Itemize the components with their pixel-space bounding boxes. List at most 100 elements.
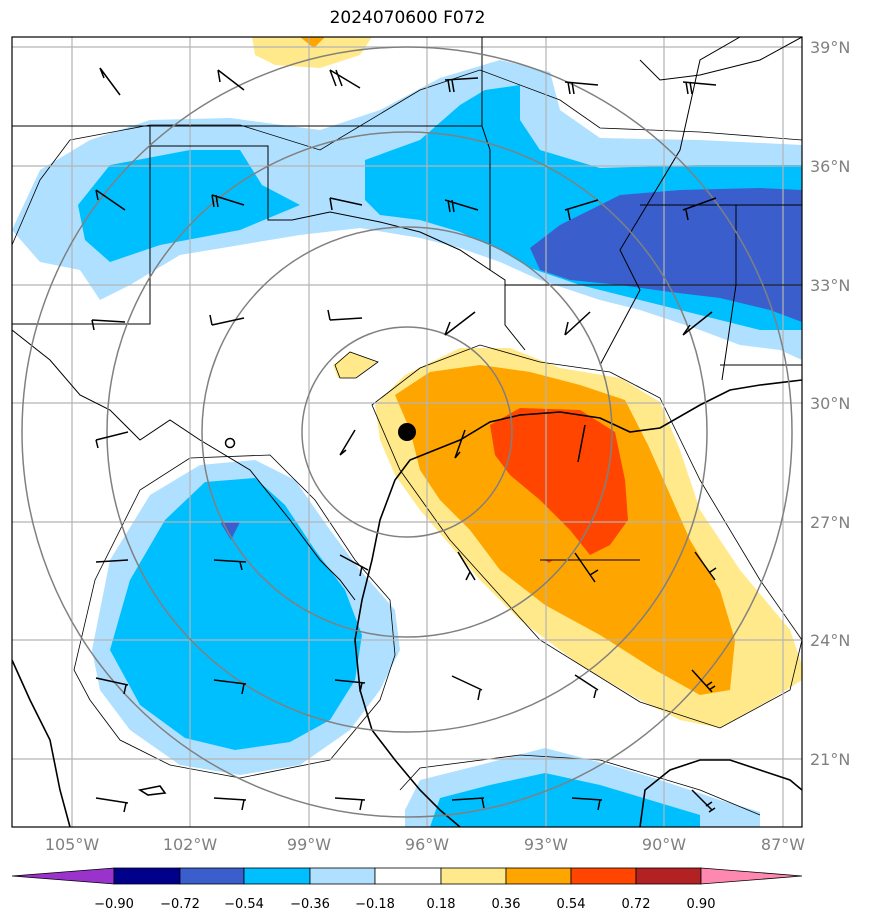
colorbar-extend-high [700, 867, 803, 885]
wind-barb [444, 311, 476, 336]
wind-barb [457, 551, 476, 581]
wind-barb [217, 69, 245, 91]
neg-anomaly-south-blue [430, 773, 700, 827]
wind-barb [682, 311, 713, 336]
lon-label: 87°W [761, 835, 805, 854]
pos-anomaly-light-north [252, 37, 372, 68]
pos-anomaly-small [333, 352, 377, 378]
colorbar-tick-label: 0.18 [427, 897, 456, 912]
pos-anomaly-red-speck [545, 560, 553, 563]
wind-barb [444, 199, 479, 213]
lon-label: 96°W [405, 835, 449, 854]
wind-barb [91, 319, 126, 331]
range-rings [21, 46, 793, 818]
colorbar-swatch [440, 867, 507, 885]
latitude-labels: 39°N 36°N 33°N 30°N 27°N 24°N 21°N [810, 38, 850, 769]
lon-label: 93°W [524, 835, 568, 854]
storm-center-dot [398, 423, 416, 441]
wind-barb [95, 431, 129, 449]
wind-barb [451, 797, 485, 809]
colorbar-tick-label: −0.90 [94, 897, 134, 912]
wind-barb [339, 554, 369, 577]
neg-anomaly-sw-blue [110, 478, 362, 750]
colorbar-tick-label: −0.72 [160, 897, 200, 912]
wind-barb [95, 677, 129, 695]
lat-label: 30°N [810, 394, 850, 413]
lon-label: 99°W [287, 835, 331, 854]
wind-barb [444, 77, 479, 93]
colorbar-swatch [635, 867, 702, 885]
wind-barb [329, 197, 363, 211]
lon-label: 102°W [163, 835, 218, 854]
wind-barb [691, 789, 716, 813]
wind-barb [327, 309, 363, 321]
wind-barb [694, 551, 717, 581]
lat-label: 33°N [810, 276, 850, 295]
wind-barb [339, 429, 356, 456]
wind-barb [574, 552, 599, 583]
wind-barb [95, 797, 129, 813]
city-marker-icon [224, 437, 236, 449]
wind-barb [95, 559, 129, 563]
colorbar-swatch [113, 867, 181, 885]
colorbar [11, 867, 803, 885]
wind-barb [564, 81, 599, 95]
wind-barb [451, 675, 483, 701]
contour-lines [12, 69, 802, 816]
lat-label: 21°N [810, 750, 850, 769]
range-ring-1 [301, 326, 513, 538]
range-ring-2 [201, 226, 613, 638]
lat-label: 36°N [810, 157, 850, 176]
map-content [12, 37, 802, 827]
colorbar-tick-label: 0.72 [622, 897, 651, 912]
wind-barb [334, 797, 366, 811]
colorbar-extend-low [11, 867, 115, 885]
wind-barb [682, 197, 717, 221]
colorbar-tick-label: 0.54 [557, 897, 586, 912]
wind-barb [99, 67, 121, 96]
wind-barb [564, 311, 591, 336]
neg-anomaly-north-blue [78, 150, 300, 262]
wind-barb [691, 669, 716, 693]
colorbar-labels: −0.90 −0.72 −0.54 −0.36 −0.18 0.18 0.36 … [94, 897, 715, 912]
colorbar-tick-label: −0.54 [224, 897, 264, 912]
range-ring-3 [106, 131, 708, 733]
political-boundaries [12, 37, 802, 601]
colorbar-tick-label: −0.36 [290, 897, 330, 912]
wind-barb [209, 314, 245, 326]
wind-barb [95, 189, 126, 211]
pos-anomaly-orange-north [300, 37, 325, 48]
wind-barb [329, 69, 361, 89]
colorbar-swatch [570, 867, 637, 885]
range-ring-4 [21, 46, 793, 818]
colorbar-swatch [505, 867, 572, 885]
wind-barb [574, 674, 599, 699]
neg-anomaly-north-dark [530, 188, 802, 322]
pos-anomaly-orange [395, 365, 735, 695]
wind-barb [211, 194, 245, 208]
wind-barb [213, 559, 247, 571]
wind-barb [334, 679, 366, 693]
colorbar-tick-label: 0.90 [687, 897, 716, 912]
lat-label: 27°N [810, 513, 850, 532]
wind-barb [454, 429, 466, 459]
colorbar-swatch [243, 867, 311, 885]
wind-barb [564, 199, 599, 221]
wind-barb [577, 424, 586, 463]
wind-barb [213, 797, 247, 811]
lat-label: 39°N [810, 38, 850, 57]
wind-barb [682, 81, 717, 95]
lon-label: 105°W [45, 835, 100, 854]
map-frame [11, 36, 803, 828]
colorbar-swatch [179, 867, 245, 885]
longitude-labels: 105°W 102°W 99°W 96°W 93°W 90°W 87°W [45, 835, 805, 854]
wind-barb [571, 797, 603, 811]
wind-barb [213, 679, 247, 695]
colorbar-swatch [309, 867, 376, 885]
colorbar-tick-label: 0.36 [492, 897, 521, 912]
map-title: 2024070600 F072 [329, 8, 486, 28]
colorbar-tick-label: −0.18 [355, 897, 395, 912]
colorbar-swatch [374, 867, 442, 885]
lon-label: 90°W [642, 835, 686, 854]
